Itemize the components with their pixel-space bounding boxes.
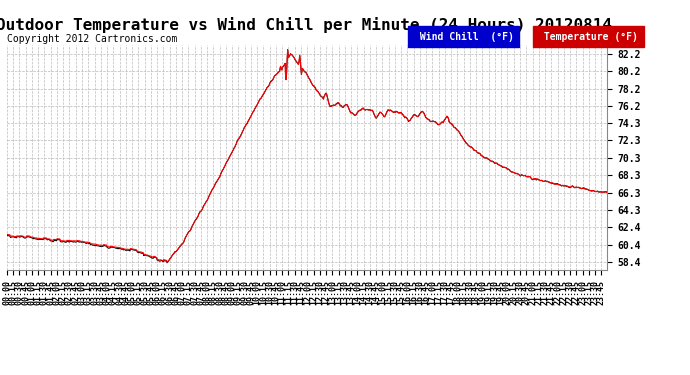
Text: Outdoor Temperature vs Wind Chill per Minute (24 Hours) 20120814: Outdoor Temperature vs Wind Chill per Mi… (0, 17, 611, 33)
Text: Copyright 2012 Cartronics.com: Copyright 2012 Cartronics.com (7, 34, 177, 44)
Text: Temperature (°F): Temperature (°F) (538, 32, 638, 42)
Text: Wind Chill  (°F): Wind Chill (°F) (414, 32, 514, 42)
